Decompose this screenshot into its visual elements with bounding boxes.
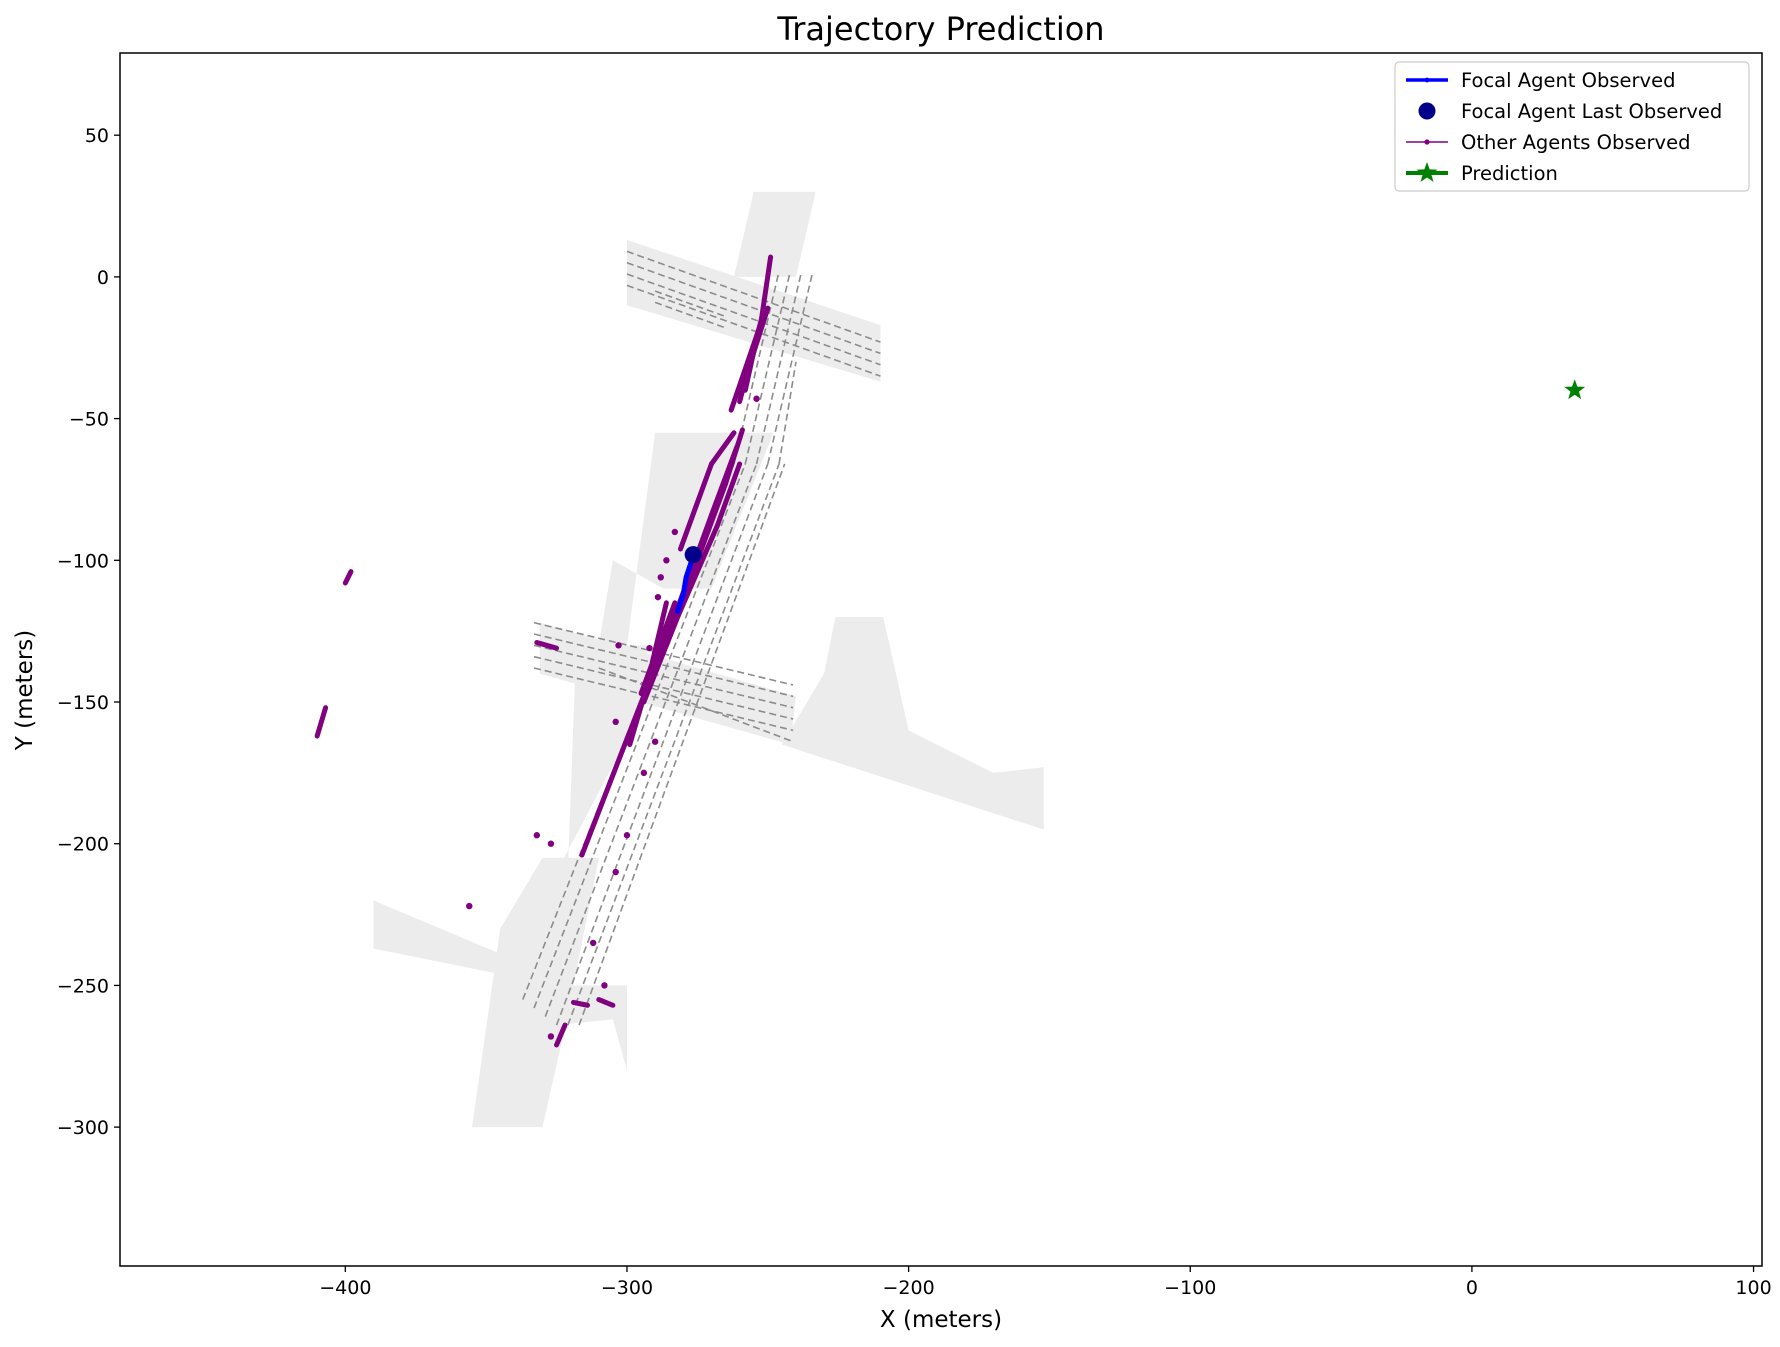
drivable-area — [781, 616, 1044, 830]
legend-label: Other Agents Observed — [1461, 131, 1690, 154]
focal-agent-point — [686, 566, 692, 572]
other-agent-point — [657, 574, 664, 581]
drivable-area — [528, 645, 647, 915]
legend-label: Focal Agent Observed — [1461, 69, 1675, 92]
focal-agent-last-point — [684, 546, 702, 564]
lane-centerline — [533, 667, 794, 732]
other-agent-point — [671, 528, 679, 536]
y-tick-label: −200 — [57, 834, 109, 856]
x-tick-label: −100 — [1164, 1277, 1216, 1299]
other-agent-track — [570, 999, 591, 1008]
other-agent-track — [742, 336, 760, 393]
legend: Focal Agent Observed Focal Agent Last Obs… — [1394, 61, 1750, 192]
lane-centerline — [626, 284, 881, 377]
map-layer — [373, 191, 1044, 1128]
other-agent-track — [596, 997, 616, 1008]
other-agent-track — [723, 427, 745, 487]
chart-title: Trajectory Prediction — [776, 10, 1104, 48]
x-tick-label: −400 — [319, 1277, 371, 1299]
ticks-layer: −400 −300 −200 −100 0 100 50 0 −50 −100 −150 −200 −2… — [57, 125, 1772, 1299]
y-tick-label: −150 — [57, 692, 109, 714]
other-agent-point — [589, 939, 597, 947]
y-tick-label: −300 — [57, 1117, 109, 1139]
legend-marker — [1416, 162, 1438, 182]
focal-agent-point — [675, 608, 681, 614]
drivable-area — [373, 900, 627, 1071]
y-tick-label: −50 — [69, 409, 109, 431]
legend-label: Prediction — [1461, 162, 1558, 185]
other-agent-track — [714, 461, 743, 529]
lane-centerline — [626, 273, 881, 366]
drivable-area — [733, 191, 816, 277]
other-agent-track — [534, 639, 560, 651]
drivable-area — [626, 240, 881, 382]
other-agent-track — [342, 569, 354, 586]
legend-box — [1394, 61, 1750, 192]
focal-agent-point — [678, 600, 683, 606]
other-agent-point — [612, 868, 619, 876]
other-agent-track — [708, 430, 737, 467]
other-agent-point — [601, 982, 608, 989]
lane-centerline — [567, 463, 780, 1026]
other-agent-point — [646, 644, 653, 652]
data-layer — [314, 254, 1586, 1048]
lane-centerline — [654, 301, 726, 329]
legend-label: Focal Agent Last Observed — [1461, 100, 1722, 123]
other-agent-point — [623, 832, 631, 839]
other-agent-point — [651, 738, 659, 745]
focal-agent-point — [682, 583, 688, 589]
x-axis-label: X (meters) — [880, 1307, 1002, 1333]
other-agent-point — [533, 832, 541, 839]
x-tick-label: −200 — [883, 1277, 935, 1299]
other-agent-track — [677, 461, 714, 552]
other-agent-point — [547, 840, 555, 847]
other-agent-point — [663, 557, 670, 564]
y-tick-label: 0 — [97, 267, 109, 289]
other-agent-point — [547, 1033, 555, 1040]
other-agent-point — [615, 642, 622, 649]
y-tick-label: 50 — [85, 125, 109, 147]
legend-marker — [1424, 139, 1430, 145]
focal-agent-point — [683, 574, 689, 580]
other-agent-track — [694, 481, 729, 563]
other-agent-track — [579, 736, 630, 858]
other-agent-point — [612, 718, 619, 726]
lane-centerline — [598, 667, 794, 743]
lane-centerline — [555, 463, 769, 1026]
legend-marker — [1418, 102, 1436, 120]
x-tick-label: 100 — [1735, 1277, 1771, 1299]
prediction-star — [1564, 379, 1586, 400]
other-agent-point — [640, 769, 648, 777]
x-tick-label: 0 — [1466, 1277, 1478, 1299]
x-tick-label: −300 — [601, 1277, 653, 1299]
focal-agent-point — [680, 591, 686, 597]
lane-centerline — [626, 261, 881, 355]
lane-centerline — [654, 290, 726, 318]
y-tick-label: −100 — [57, 550, 109, 572]
other-agent-track — [554, 1022, 568, 1048]
lane-centerline — [533, 463, 747, 1009]
lane-centerline — [778, 361, 797, 465]
lane-centerline — [626, 250, 881, 343]
other-agent-point — [753, 395, 760, 402]
lane-centerline — [533, 655, 794, 720]
other-agent-point — [466, 902, 473, 910]
other-agent-track — [756, 254, 774, 337]
lane-centerline — [533, 633, 794, 698]
other-agent-track — [314, 705, 329, 739]
y-axis-label: Y (meters) — [12, 630, 38, 751]
other-agent-track — [649, 600, 669, 665]
plot-frame — [119, 52, 1763, 1267]
other-agent-point — [654, 593, 662, 601]
drivable-area — [472, 857, 599, 1128]
lane-centerline — [578, 463, 786, 1026]
legend-marker — [1424, 77, 1430, 83]
y-tick-label: −250 — [57, 975, 109, 997]
